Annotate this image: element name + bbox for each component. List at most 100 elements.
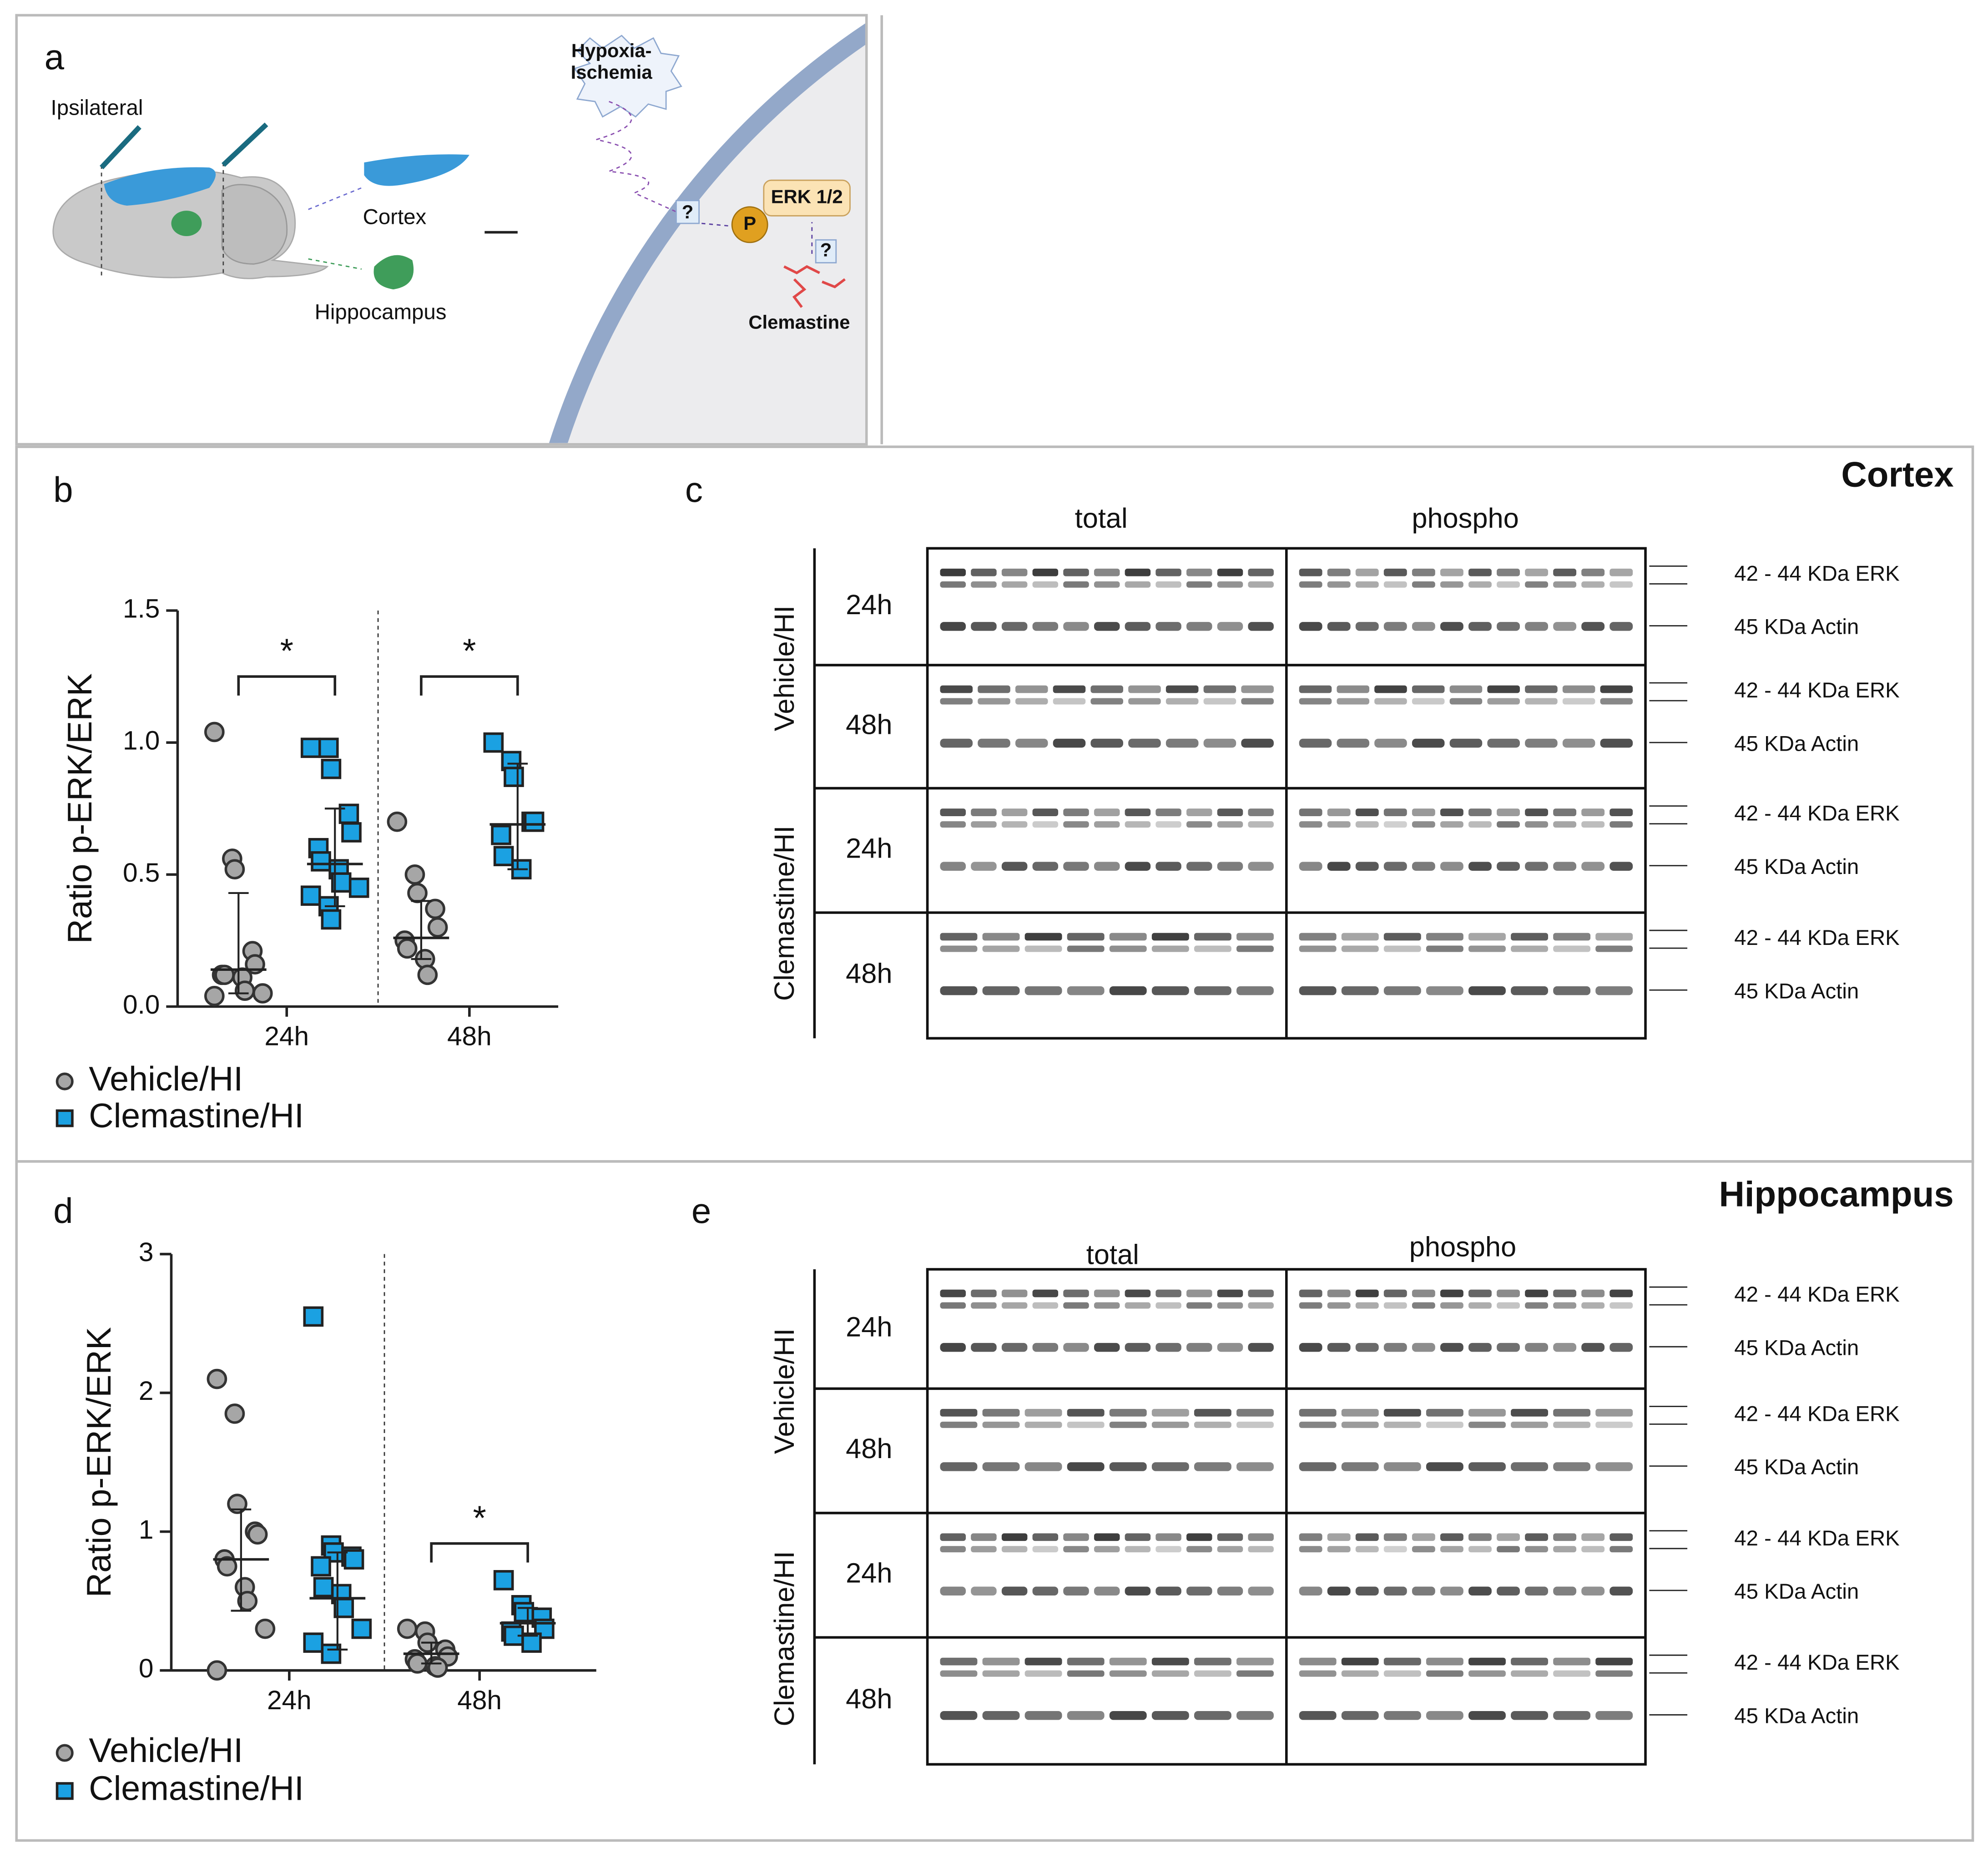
band [1525, 821, 1548, 828]
band [1186, 1289, 1212, 1298]
band [1151, 1462, 1189, 1471]
band [1581, 862, 1605, 871]
band [1412, 738, 1445, 748]
band [978, 738, 1010, 748]
band [1581, 568, 1605, 576]
data-point [252, 983, 273, 1004]
y-tick-label: 3 [139, 1237, 154, 1267]
band-label: 45 KDa Actin [1734, 1704, 1859, 1728]
band [1341, 933, 1379, 941]
band [1355, 1289, 1379, 1298]
band [1497, 1343, 1520, 1352]
band [1248, 808, 1274, 816]
band [1299, 821, 1322, 828]
band [1412, 821, 1435, 828]
band [1426, 1670, 1463, 1677]
band [1063, 821, 1089, 828]
band [971, 821, 997, 828]
band [1001, 1546, 1028, 1553]
group-label: Vehicle/HI [769, 606, 800, 731]
band [1186, 1302, 1212, 1309]
band [971, 1586, 997, 1596]
band [1109, 1711, 1147, 1720]
band [1468, 821, 1492, 828]
band [1299, 1586, 1322, 1596]
band [1600, 738, 1633, 748]
band [1248, 581, 1274, 588]
band [1383, 1546, 1407, 1553]
band [1024, 1711, 1062, 1720]
band [971, 1343, 997, 1352]
band [1094, 1343, 1120, 1352]
band [1355, 1586, 1379, 1596]
column-header: total [1075, 503, 1128, 534]
band [1383, 1586, 1407, 1596]
band [1355, 862, 1379, 871]
band [1194, 1657, 1231, 1666]
band [1155, 581, 1181, 588]
x-tick-label: 24h [264, 1022, 309, 1051]
band [1383, 986, 1421, 995]
band-label: 45 KDa Actin [1734, 1455, 1859, 1479]
band [1001, 622, 1028, 631]
band [1001, 1533, 1028, 1541]
band [1426, 945, 1463, 952]
band [1595, 933, 1633, 941]
band [1553, 933, 1591, 941]
band [1553, 1546, 1577, 1553]
band [1383, 945, 1421, 952]
band [1001, 1302, 1028, 1309]
band [1610, 581, 1633, 588]
legend-marker [56, 1072, 74, 1091]
panel-letter: a [45, 37, 65, 77]
band [1610, 1586, 1633, 1596]
band [1525, 698, 1558, 705]
blade [222, 122, 268, 167]
band [1581, 1586, 1605, 1596]
band [1094, 1289, 1120, 1298]
band [1525, 622, 1548, 631]
band [1581, 1533, 1605, 1541]
band [982, 1657, 1020, 1666]
y-axis-label: Ratio p-ERK/ERK [80, 1327, 118, 1597]
band [1194, 1462, 1231, 1471]
brain-cortex [104, 167, 216, 206]
band [1374, 685, 1407, 693]
band [1327, 808, 1351, 816]
band [1511, 945, 1548, 952]
band [1186, 1586, 1212, 1596]
band [1426, 1409, 1463, 1417]
data-point [491, 824, 511, 845]
band [1094, 821, 1120, 828]
band [1553, 1289, 1577, 1298]
band [1063, 1586, 1089, 1596]
band [1299, 1302, 1322, 1309]
band [1440, 1586, 1463, 1596]
band [1203, 698, 1236, 705]
band [1217, 1302, 1243, 1309]
band [1032, 1586, 1059, 1596]
data-point [514, 1602, 535, 1622]
brain-hippocampus [171, 211, 202, 236]
band [1468, 933, 1506, 941]
band [1412, 808, 1435, 816]
band [1248, 821, 1274, 828]
band [1299, 1533, 1322, 1541]
band [1595, 1462, 1633, 1471]
band [1299, 1343, 1322, 1352]
band [1236, 986, 1274, 995]
band [1186, 862, 1212, 871]
band [1525, 581, 1548, 588]
band [1094, 622, 1120, 631]
column-header: phospho [1412, 503, 1519, 534]
band [1487, 738, 1520, 748]
data-point [483, 732, 504, 753]
band [1355, 1546, 1379, 1553]
data-point [387, 811, 408, 832]
band [1299, 1462, 1337, 1471]
band [1032, 808, 1059, 816]
band [1440, 1546, 1463, 1553]
band [1497, 622, 1520, 631]
band [1412, 685, 1445, 693]
band [1327, 1546, 1351, 1553]
